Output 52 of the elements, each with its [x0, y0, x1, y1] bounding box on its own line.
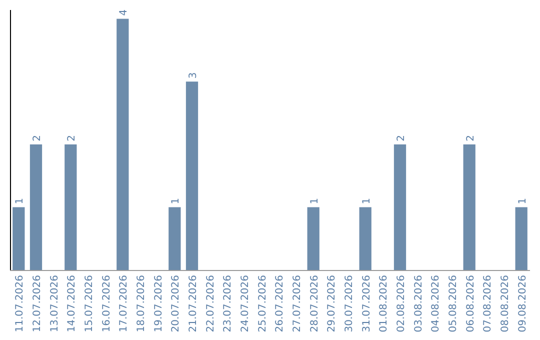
x-tick-label: 26.07.2026 [274, 275, 286, 332]
x-tick-label: 11.07.2026 [14, 275, 26, 332]
x-tick-label: 20.07.2026 [170, 275, 182, 332]
x-tick-label: 31.07.2026 [361, 275, 372, 332]
data-label: 4 [118, 9, 130, 16]
bar [515, 207, 528, 270]
bar [30, 144, 42, 270]
data-label: 3 [188, 72, 199, 79]
x-tick-label: 13.07.2026 [49, 275, 60, 332]
x-tick-label: 23.07.2026 [222, 275, 234, 332]
data-label: 1 [361, 198, 372, 204]
data-label: 2 [465, 135, 476, 142]
x-tick-label: 30.07.2026 [344, 275, 355, 332]
data-label: 1 [517, 198, 528, 204]
x-tick-label: 07.08.2026 [482, 275, 494, 332]
x-tick-label: 28.07.2026 [309, 275, 320, 332]
data-label: 2 [396, 135, 407, 142]
data-label: 2 [66, 135, 78, 142]
x-tick-label: 16.07.2026 [101, 275, 112, 332]
x-tick-label: 08.08.2026 [500, 275, 511, 332]
bar [168, 207, 181, 270]
bar [186, 82, 198, 270]
bar [359, 207, 372, 270]
x-tick-label: 09.08.2026 [517, 275, 528, 332]
x-tick-label: 29.07.2026 [326, 275, 338, 332]
bar [116, 18, 129, 270]
bar [394, 144, 406, 270]
x-tick-label: 06.08.2026 [465, 275, 476, 332]
x-tick-label: 22.07.2026 [205, 275, 216, 332]
x-tick-label: 18.07.2026 [136, 275, 147, 332]
x-tick-label: 05.08.2026 [448, 275, 459, 332]
bar [307, 207, 320, 270]
data-label: 1 [14, 198, 26, 204]
x-tick-label: 15.07.2026 [84, 275, 95, 332]
x-tick-label: 04.08.2026 [430, 275, 442, 332]
x-tick-label: 14.07.2026 [66, 275, 78, 332]
x-tick-label: 27.07.2026 [292, 275, 303, 332]
bar [64, 144, 77, 270]
x-tick-label: 12.07.2026 [32, 275, 43, 332]
x-tick-label: 21.07.2026 [188, 275, 199, 332]
x-tick-label: 01.08.2026 [378, 275, 390, 332]
data-label: 1 [309, 198, 320, 204]
x-tick-label: 19.07.2026 [153, 275, 164, 332]
data-label: 1 [170, 198, 182, 204]
x-tick-label: 02.08.2026 [396, 275, 407, 332]
bar [463, 144, 476, 270]
x-tick-label: 24.07.2026 [240, 275, 251, 332]
bar [12, 207, 25, 270]
x-tick-label: 03.08.2026 [413, 275, 424, 332]
x-tick-label: 17.07.2026 [118, 275, 130, 332]
data-label: 2 [32, 135, 43, 142]
x-tick-label: 25.07.2026 [257, 275, 268, 332]
